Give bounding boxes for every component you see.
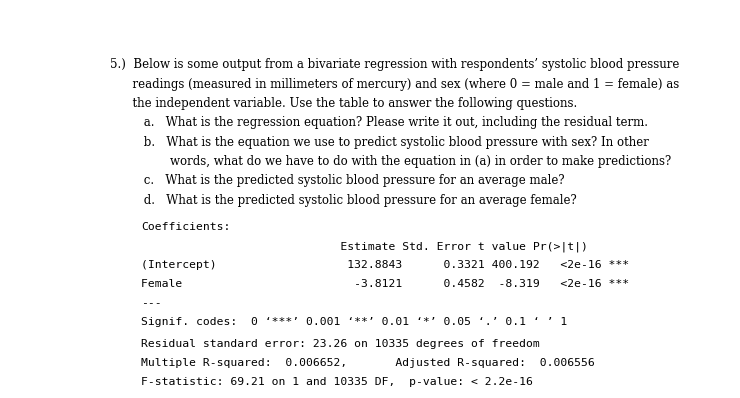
Text: d.   What is the predicted systolic blood pressure for an average female?: d. What is the predicted systolic blood … — [110, 194, 576, 207]
Text: b.   What is the equation we use to predict systolic blood pressure with sex? In: b. What is the equation we use to predic… — [110, 136, 648, 149]
Text: the independent variable. Use the table to answer the following questions.: the independent variable. Use the table … — [110, 97, 577, 110]
Text: F-statistic: 69.21 on 1 and 10335 DF,  p-value: < 2.2e-16: F-statistic: 69.21 on 1 and 10335 DF, p-… — [141, 377, 533, 387]
Text: words, what do we have to do with the equation in (a) in order to make predictio: words, what do we have to do with the eq… — [110, 155, 671, 168]
Text: ---: --- — [141, 298, 162, 308]
Text: Estimate Std. Error t value Pr(>|t|): Estimate Std. Error t value Pr(>|t|) — [141, 241, 588, 252]
Text: Coefficients:: Coefficients: — [141, 222, 231, 232]
Text: a.   What is the regression equation? Please write it out, including the residua: a. What is the regression equation? Plea… — [110, 116, 648, 129]
Text: readings (measured in millimeters of mercury) and sex (where 0 = male and 1 = fe: readings (measured in millimeters of mer… — [110, 78, 679, 91]
Text: Female                         -3.8121      0.4582  -8.319   <2e-16 ***: Female -3.8121 0.4582 -8.319 <2e-16 *** — [141, 279, 630, 289]
Text: Residual standard error: 23.26 on 10335 degrees of freedom: Residual standard error: 23.26 on 10335 … — [141, 339, 540, 349]
Text: Signif. codes:  0 ‘***’ 0.001 ‘**’ 0.01 ‘*’ 0.05 ‘.’ 0.1 ‘ ’ 1: Signif. codes: 0 ‘***’ 0.001 ‘**’ 0.01 ‘… — [141, 317, 568, 327]
Text: (Intercept)                   132.8843      0.3321 400.192   <2e-16 ***: (Intercept) 132.8843 0.3321 400.192 <2e-… — [141, 260, 630, 270]
Text: Multiple R-squared:  0.006652,       Adjusted R-squared:  0.006556: Multiple R-squared: 0.006652, Adjusted R… — [141, 358, 595, 368]
Text: c.   What is the predicted systolic blood pressure for an average male?: c. What is the predicted systolic blood … — [110, 174, 565, 187]
Text: 5.)  Below is some output from a bivariate regression with respondents’ systolic: 5.) Below is some output from a bivariat… — [110, 59, 679, 72]
